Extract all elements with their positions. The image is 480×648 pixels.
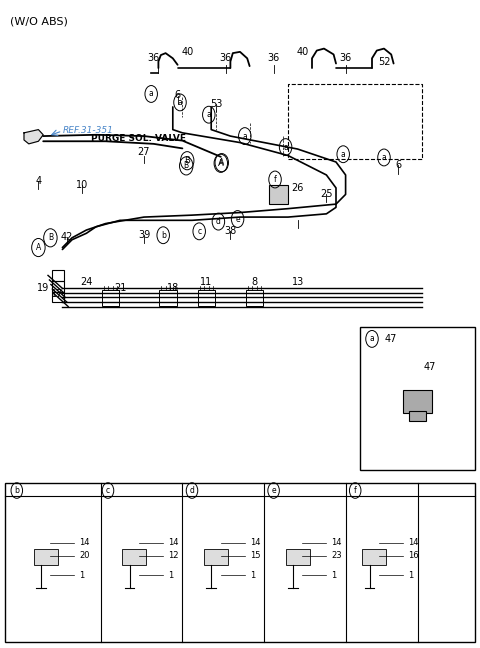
Text: b: b [161,231,166,240]
Text: 53: 53 [210,98,222,109]
Text: B: B [48,233,53,242]
Text: 25: 25 [320,189,333,200]
Bar [52,281,64,292]
Bar [246,290,263,306]
Text: 14: 14 [408,538,419,547]
Text: d: d [216,217,221,226]
Text: 15: 15 [250,551,260,560]
Text: 1: 1 [408,571,413,579]
Text: 40: 40 [181,47,193,57]
Text: 42: 42 [61,231,73,242]
Bar [362,550,386,565]
Text: (W/O ABS): (W/O ABS) [10,16,68,26]
Text: 36: 36 [267,53,280,64]
Text: 52: 52 [378,56,390,67]
Text: b: b [14,486,19,495]
Text: 14: 14 [168,538,179,547]
Text: 18: 18 [167,283,179,294]
Text: A: A [219,158,224,167]
Text: 10: 10 [75,179,88,190]
Bar [102,290,119,306]
Text: A: A [36,243,41,252]
Text: 38: 38 [224,226,237,237]
Text: a: a [178,98,182,107]
Bar [198,290,215,306]
Text: a: a [283,143,288,152]
Text: 16: 16 [408,551,419,560]
Text: a: a [341,150,346,159]
Text: 24: 24 [80,277,93,287]
Bar [204,550,228,565]
Text: d: d [190,486,194,495]
Text: 26: 26 [291,183,304,193]
Text: 27: 27 [138,147,150,157]
Text: 40: 40 [296,47,309,57]
Text: a: a [370,334,374,343]
Bar [34,550,58,565]
Bar [360,327,475,470]
Text: a: a [242,132,247,141]
Text: 21: 21 [114,283,126,294]
Text: 4: 4 [36,176,41,187]
Text: 14: 14 [331,538,342,547]
Text: c: c [197,227,201,236]
Text: a: a [382,153,386,162]
Bar [122,550,146,565]
Text: 36: 36 [339,53,352,64]
Text: PURGE SOL. VALVE: PURGE SOL. VALVE [91,134,186,143]
Text: f: f [274,175,276,184]
Text: 11: 11 [200,277,213,287]
Bar [5,483,475,642]
Text: 47: 47 [385,334,397,344]
Text: 8: 8 [252,277,257,287]
Text: 1: 1 [79,571,84,579]
Bar [269,185,288,204]
Bar [52,270,64,281]
Text: A: A [218,159,224,168]
Bar [286,550,310,565]
Text: 1: 1 [250,571,255,579]
Text: 12: 12 [168,551,179,560]
Text: e: e [235,214,240,224]
Bar [409,411,426,421]
Text: 14: 14 [79,538,90,547]
Text: B: B [184,156,190,165]
Text: 6: 6 [175,90,180,100]
Text: e: e [271,486,276,495]
Text: 36: 36 [147,53,160,64]
Text: 14: 14 [250,538,260,547]
Text: REF.31-351: REF.31-351 [62,126,113,135]
Bar [159,290,177,306]
Text: f: f [354,486,357,495]
Text: 39: 39 [138,229,150,240]
Text: c: c [106,486,110,495]
Text: 23: 23 [331,551,342,560]
Text: 36: 36 [219,53,232,64]
Text: a: a [206,110,211,119]
Text: 6: 6 [396,160,401,170]
Text: 1: 1 [331,571,336,579]
Text: B: B [184,161,189,170]
Text: 13: 13 [291,277,304,287]
Text: a: a [149,89,154,98]
Text: 19: 19 [37,283,49,293]
Polygon shape [24,130,43,144]
Text: 17: 17 [51,289,64,299]
Text: 20: 20 [79,551,90,560]
Bar [403,390,432,413]
Bar [52,292,64,302]
Text: 47: 47 [423,362,436,372]
Text: 1: 1 [168,571,173,579]
